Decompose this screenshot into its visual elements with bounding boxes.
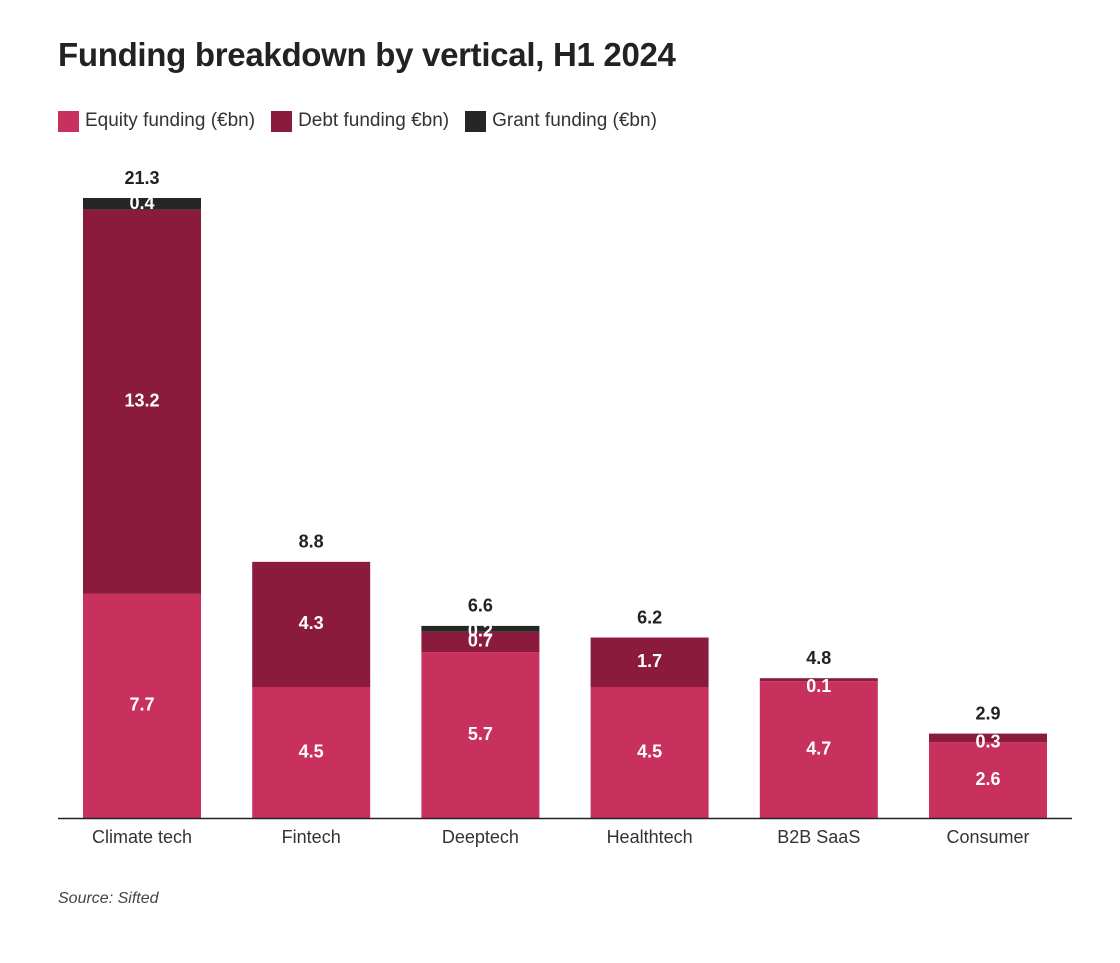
source-note: Source: Sifted: [58, 890, 159, 907]
data-label-fintech-debt: 4.3: [299, 613, 324, 633]
data-label-consumer-equity: 2.6: [975, 769, 1000, 789]
data-label-healthtech-debt: 1.7: [637, 651, 662, 671]
x-tick-label-consumer: Consumer: [946, 827, 1029, 847]
bar-deeptech-debt: [421, 631, 540, 653]
total-label-b2b-saas: 4.8: [806, 648, 831, 668]
data-label-deeptech-equity: 5.7: [468, 724, 493, 744]
data-label-b2b-saas-debt: 0.1: [806, 676, 831, 696]
bar-fintech-debt: [252, 561, 371, 688]
total-label-climate-tech: 21.3: [124, 168, 159, 188]
bar-climate-tech-debt: [83, 209, 201, 594]
total-label-healthtech: 6.2: [637, 607, 662, 627]
bar-consumer-debt: [929, 733, 1047, 743]
legend-swatch-equity: [58, 110, 79, 132]
data-label-climate-tech-debt: 13.2: [124, 391, 159, 411]
legend-item-grant: Grant funding (€bn): [465, 110, 657, 132]
legend-item-debt: Debt funding €bn): [271, 110, 449, 132]
bar-b2b-saas-debt: [759, 678, 878, 682]
data-label-climate-tech-equity: 7.7: [129, 695, 154, 715]
bar-consumer-equity: [929, 742, 1047, 818]
data-label-deeptech-grant: 0.2: [468, 621, 493, 641]
total-label-fintech: 8.8: [299, 532, 324, 552]
bar-fintech-equity: [252, 687, 371, 818]
bar-b2b-saas-equity: [759, 681, 878, 818]
bar-climate-tech-grant: [83, 198, 201, 210]
legend-swatch-grant: [465, 110, 487, 132]
bar-deeptech-equity: [421, 652, 540, 818]
x-tick-label-climate-tech: Climate tech: [92, 827, 192, 847]
data-label-healthtech-equity: 4.5: [637, 741, 662, 761]
legend-item-equity: Equity funding (€bn): [58, 110, 255, 132]
bar-healthtech-debt: [590, 637, 709, 688]
legend-label-grant: Grant funding (€bn): [492, 110, 657, 131]
total-label-consumer: 2.9: [975, 703, 1000, 723]
bar-deeptech-grant: [421, 625, 540, 632]
data-label-deeptech-debt: 0.7: [468, 631, 493, 651]
total-label-deeptech: 6.6: [468, 596, 493, 616]
x-tick-label-healthtech: Healthtech: [607, 827, 693, 847]
bar-climate-tech-equity: [83, 593, 201, 818]
data-label-consumer-debt: 0.3: [975, 731, 1000, 751]
legend: Equity funding (€bn) Debt funding €bn) G…: [58, 110, 673, 132]
data-label-b2b-saas-equity: 4.7: [806, 738, 831, 758]
bar-healthtech-equity: [590, 687, 709, 818]
legend-label-debt: Debt funding €bn): [298, 110, 450, 131]
data-label-fintech-equity: 4.5: [299, 741, 324, 761]
data-label-climate-tech-grant: 0.4: [129, 193, 154, 213]
chart-title: Funding breakdown by vertical, H1 2024: [58, 36, 676, 73]
x-tick-label-fintech: Fintech: [282, 827, 341, 847]
legend-swatch-debt: [271, 110, 293, 132]
legend-label-equity: Equity funding (€bn): [85, 110, 256, 131]
x-tick-label-b2b-saas: B2B SaaS: [777, 827, 860, 847]
x-tick-label-deeptech: Deeptech: [442, 827, 519, 847]
